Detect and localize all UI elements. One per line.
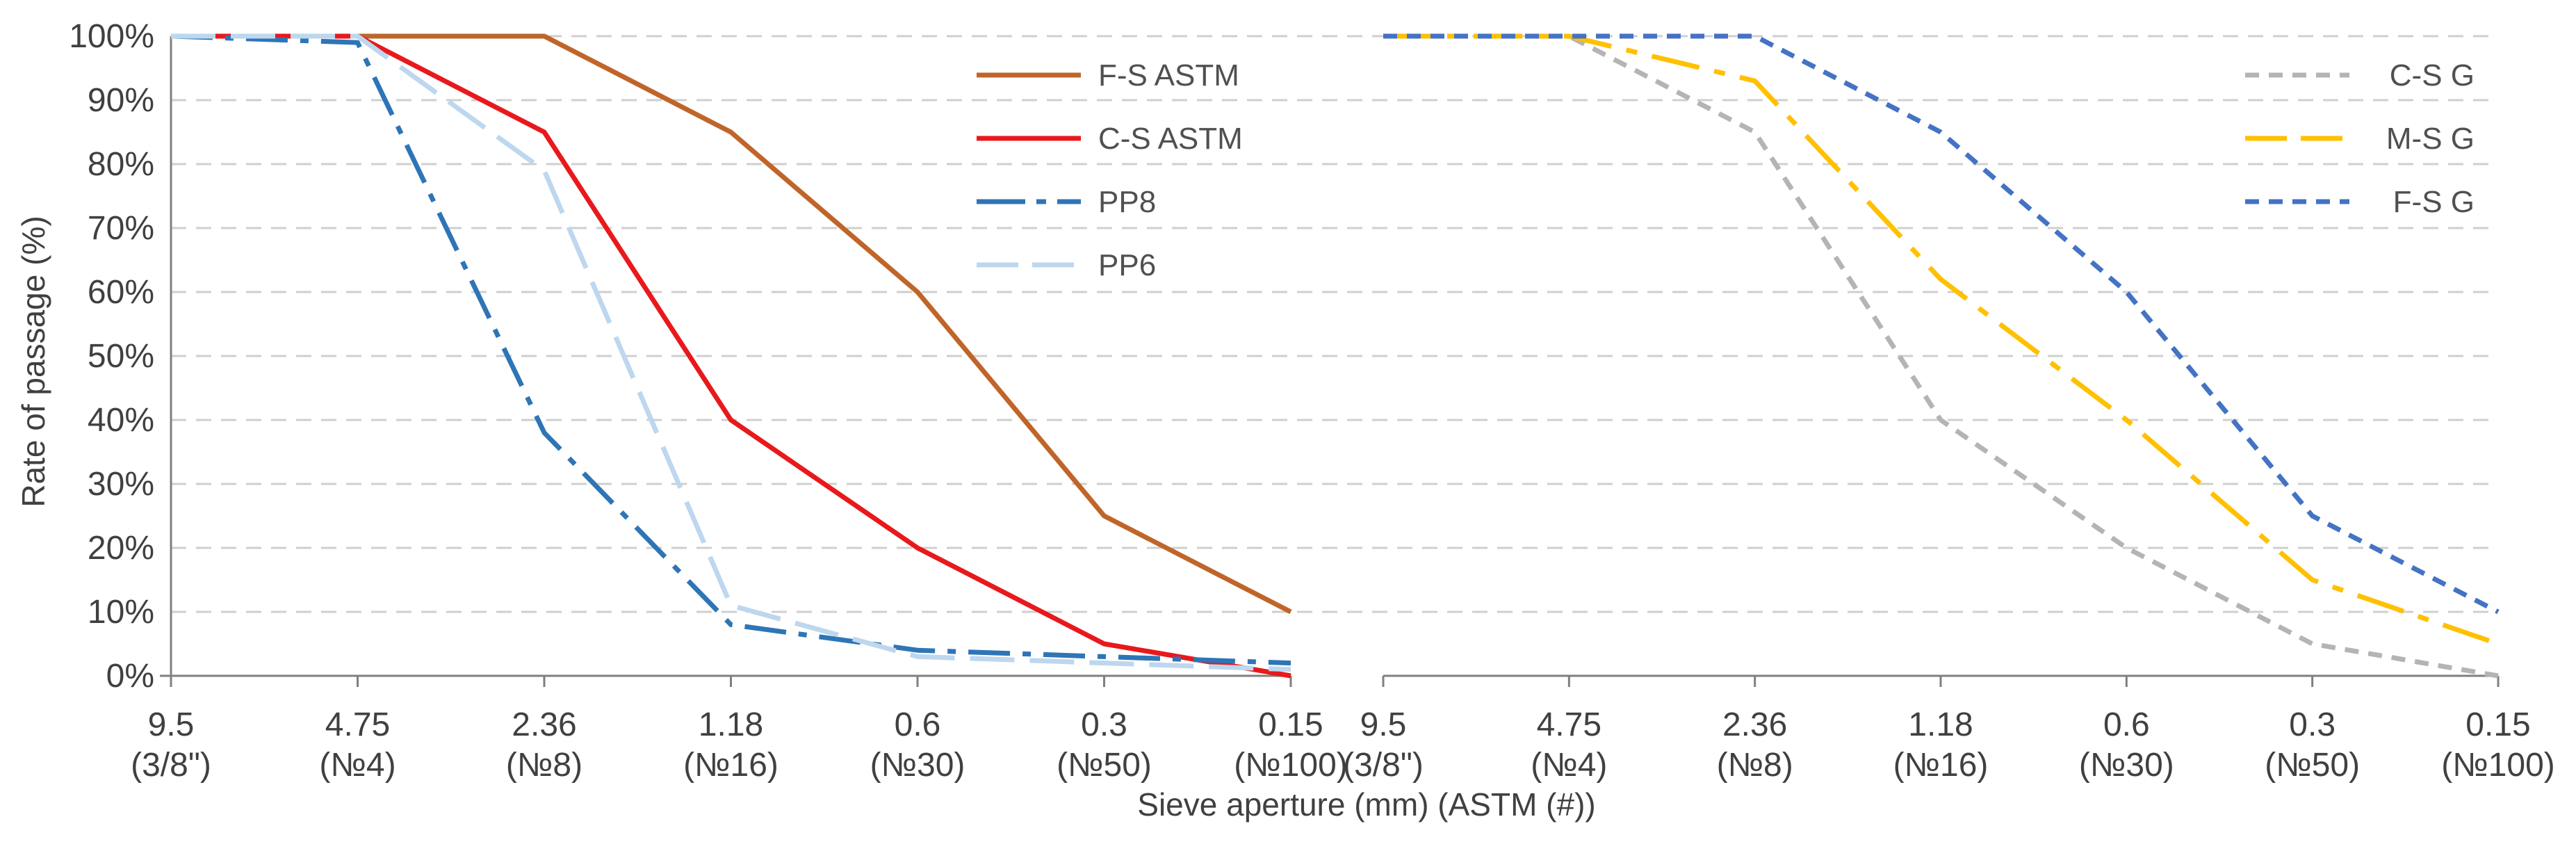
- legend-label: F-S ASTM: [1098, 58, 1239, 92]
- y-tick-label: 20%: [88, 530, 154, 567]
- x-tick-label-mm: 0.15: [1258, 706, 1323, 743]
- y-tick-label: 0%: [106, 658, 154, 695]
- x-tick-label-astm: (№4): [319, 747, 396, 784]
- y-tick-label: 60%: [88, 274, 154, 311]
- x-tick-label-mm: 4.75: [325, 706, 390, 743]
- x-tick-label-mm: 4.75: [1537, 706, 1601, 743]
- y-tick-label: 70%: [88, 210, 154, 247]
- x-tick-label-mm: 0.6: [895, 706, 941, 743]
- series-line-c-s-g: [1383, 33, 2499, 679]
- series-line-f-s-g: [1383, 33, 2500, 615]
- legend-label: PP8: [1098, 185, 1156, 219]
- x-tick-label-astm: (№50): [2265, 747, 2360, 784]
- data-series: [170, 33, 2500, 679]
- x-tick-label-mm: 1.18: [1908, 706, 1973, 743]
- y-axis-title: Rate of passage (%): [15, 216, 51, 507]
- y-tick-label: 50%: [88, 338, 154, 375]
- grid-lines: [171, 35, 2498, 613]
- x-tick-label-mm: 0.3: [2289, 706, 2335, 743]
- y-tick-label: 30%: [88, 466, 154, 503]
- x-tick-label-astm: (№30): [870, 747, 965, 784]
- legend-label: M-S G: [2386, 122, 2475, 156]
- y-tick-label: 80%: [88, 146, 154, 183]
- x-tick-label-mm: 9.5: [148, 706, 195, 743]
- y-tick-label: 10%: [88, 594, 154, 631]
- y-tick-label: 40%: [88, 402, 154, 439]
- x-tick-label-mm: 1.18: [699, 706, 763, 743]
- x-tick-label-astm: (№16): [1893, 747, 1989, 784]
- x-tick-label-mm: 2.36: [512, 706, 576, 743]
- legends: F-S ASTM C-S ASTM PP8 PP6 C-S G M-S G F-S G: [977, 58, 2475, 282]
- x-tick-label-astm: (№8): [1717, 747, 1793, 784]
- legend-label: C-S G: [2390, 58, 2475, 92]
- y-tick-label: 100%: [69, 18, 154, 55]
- x-tick-label-astm: (3/8"): [131, 747, 211, 784]
- legend-label: PP6: [1098, 248, 1156, 282]
- x-axis-title: Sieve aperture (mm) (ASTM (#)): [1137, 786, 1595, 823]
- series-line-m-s-g: [1383, 33, 2500, 647]
- legend-label: F-S G: [2393, 185, 2475, 219]
- series-line-pp8: [170, 33, 1291, 666]
- x-tick-label-mm: 2.36: [1722, 706, 1787, 743]
- x-tick-label-astm: (№4): [1531, 747, 1607, 784]
- x-tick-label-astm: (3/8"): [1343, 747, 1424, 784]
- x-tick-label-mm: 9.5: [1360, 706, 1407, 743]
- x-tick-label-mm: 0.6: [2103, 706, 2150, 743]
- tick-labels: 0% 10% 20% 30% 40% 50% 60% 70% 80% 90% 100% 9.5 (3/8…: [69, 18, 2555, 784]
- x-tick-label-mm: 0.3: [1081, 706, 1127, 743]
- x-tick-label-astm: (№16): [683, 747, 778, 784]
- y-tick-label: 90%: [88, 82, 154, 119]
- legend-label: C-S ASTM: [1098, 122, 1243, 156]
- axes: [160, 36, 2500, 687]
- x-tick-label-astm: (№100): [2441, 747, 2555, 784]
- x-tick-label-mm: 0.15: [2465, 706, 2530, 743]
- series-line-pp6: [171, 33, 1291, 672]
- x-tick-label-astm: (№50): [1057, 747, 1152, 784]
- x-tick-label-astm: (№100): [1234, 747, 1348, 784]
- x-tick-label-astm: (№30): [2079, 747, 2174, 784]
- x-tick-label-astm: (№8): [506, 747, 582, 784]
